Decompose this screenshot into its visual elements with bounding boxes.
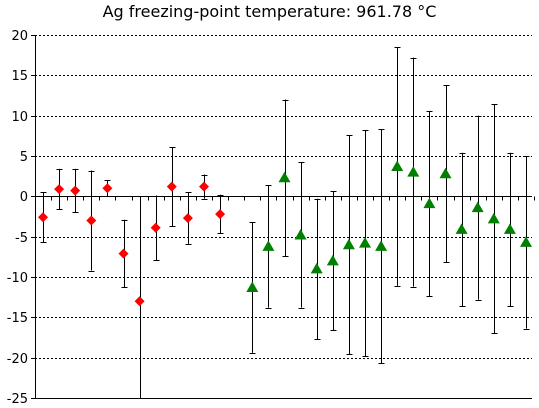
data-point-triangle (326, 254, 339, 266)
data-point-triangle (455, 223, 468, 234)
data-point-triangle (359, 237, 371, 248)
error-bars (40, 47, 530, 399)
y-tick-label: -25 (7, 392, 28, 407)
y-tick-label: -5 (15, 231, 28, 246)
data-point-triangle (503, 223, 516, 234)
y-tick-label: 20 (11, 29, 28, 44)
data-point-diamond (166, 181, 177, 192)
data-point-triangle (471, 201, 484, 213)
y-tick-label: 15 (11, 69, 28, 84)
data-point-diamond (102, 183, 113, 194)
data-point-triangle (407, 166, 420, 177)
data-point-diamond (70, 185, 81, 196)
data-point-triangle (310, 262, 323, 274)
data-point-triangle (262, 240, 275, 251)
data-point-diamond (38, 212, 48, 223)
data-point-triangle (391, 160, 404, 171)
data-point-diamond (150, 222, 161, 233)
data-point-triangle (520, 236, 532, 247)
data-points (38, 160, 532, 307)
data-point-triangle (439, 167, 452, 179)
data-point-triangle (294, 229, 307, 240)
y-tick-label: 5 (20, 150, 28, 165)
data-point-diamond (54, 184, 65, 195)
data-point-triangle (246, 281, 259, 292)
data-point-diamond (86, 215, 97, 226)
data-point-diamond (215, 209, 226, 220)
y-tick-labels: -25 -20 -15 -10 -5 0 5 10 15 20 (7, 29, 28, 407)
axes (31, 35, 535, 399)
data-point-triangle (342, 238, 355, 250)
grid-lines (35, 35, 532, 359)
y-tick-label: -20 (7, 352, 28, 367)
data-point-diamond (118, 248, 129, 259)
data-point-diamond (199, 181, 209, 192)
data-point-triangle (487, 212, 500, 224)
data-point-diamond (134, 296, 145, 307)
y-tick-label: -10 (7, 271, 28, 286)
y-tick-label: -15 (7, 311, 28, 326)
chart-title: Ag freezing-point temperature: 961.78 °C (102, 2, 437, 21)
y-tick-label: 10 (11, 110, 28, 125)
data-point-diamond (182, 213, 193, 224)
y-tick-label: 0 (20, 190, 28, 205)
data-point-triangle (375, 240, 388, 251)
data-point-triangle (278, 171, 291, 183)
data-point-triangle (423, 197, 436, 209)
